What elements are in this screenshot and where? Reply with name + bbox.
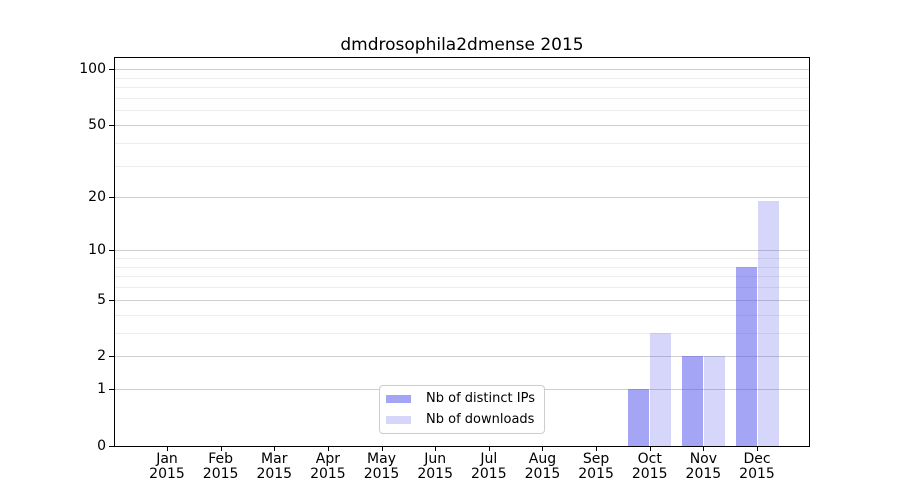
x-tick-year: 2015 — [202, 466, 239, 482]
x-tick-year: 2015 — [310, 466, 346, 482]
bar-nov-downloads — [703, 356, 725, 446]
y-tick-label: 50 — [88, 117, 106, 134]
minor-gridline — [115, 87, 809, 89]
major-gridline — [115, 299, 809, 301]
x-tick-mark — [382, 447, 383, 451]
minor-gridline — [115, 276, 809, 278]
legend-label-downloads: Nb of downloads — [426, 412, 535, 427]
x-tick-month: Feb — [208, 451, 234, 467]
y-tick-label: 2 — [97, 348, 106, 365]
minor-gridline — [115, 165, 809, 167]
bar-dec-downloads — [757, 201, 779, 446]
x-tick-mark — [757, 447, 758, 451]
x-tick-label-aug: Aug 2015 — [510, 452, 574, 482]
minor-gridline — [115, 314, 809, 316]
y-tick-mark — [109, 125, 114, 126]
y-tick-mark — [109, 197, 114, 198]
x-tick-year: 2015 — [470, 466, 507, 482]
minor-gridline — [115, 332, 809, 334]
x-tick-mark — [435, 447, 436, 451]
minor-gridline — [115, 258, 809, 260]
x-tick-year: 2015 — [149, 466, 185, 482]
minor-gridline — [115, 287, 809, 289]
x-tick-month: Jan — [156, 451, 178, 467]
minor-gridline — [115, 142, 809, 144]
major-gridline — [115, 250, 809, 252]
x-tick-year: 2015 — [417, 466, 453, 482]
plot-area: Nb of distinct IPs Nb of downloads — [114, 57, 810, 447]
bar-oct-distinct-ips — [628, 389, 650, 446]
x-tick-month: Sep — [582, 451, 610, 467]
y-tick-label: 20 — [88, 189, 106, 206]
y-tick-label: 0 — [97, 438, 106, 454]
major-gridline — [115, 356, 809, 358]
x-tick-month: Aug — [528, 451, 557, 467]
x-tick-mark — [596, 447, 597, 451]
x-tick-label-may: May 2015 — [350, 452, 414, 482]
x-tick-label-sep: Sep 2015 — [564, 452, 628, 482]
major-gridline — [115, 125, 809, 127]
minor-gridline — [115, 77, 809, 79]
x-tick-label-dec: Dec 2015 — [725, 452, 789, 482]
y-tick-mark — [109, 446, 114, 447]
legend-item-distinct-ips: Nb of distinct IPs — [386, 392, 535, 406]
x-tick-month: Mar — [261, 451, 288, 467]
bar-oct-downloads — [650, 332, 672, 446]
major-gridline — [115, 197, 809, 199]
x-tick-mark — [650, 447, 651, 451]
x-tick-month: Jun — [424, 451, 447, 467]
x-tick-label-apr: Apr 2015 — [296, 452, 360, 482]
legend-swatch-downloads — [386, 416, 412, 424]
major-gridline — [115, 69, 809, 71]
x-tick-year: 2015 — [631, 466, 668, 482]
minor-gridline — [115, 266, 809, 268]
x-tick-mark — [274, 447, 275, 451]
legend-item-downloads: Nb of downloads — [386, 413, 535, 427]
x-tick-year: 2015 — [524, 466, 561, 482]
x-tick-mark — [542, 447, 543, 451]
legend: Nb of distinct IPs Nb of downloads — [379, 385, 545, 434]
x-tick-year: 2015 — [578, 466, 614, 482]
x-tick-month: Oct — [637, 451, 662, 467]
x-tick-year: 2015 — [256, 466, 293, 482]
y-tick-mark — [109, 300, 114, 301]
minor-gridline — [115, 110, 809, 112]
legend-label-distinct-ips: Nb of distinct IPs — [426, 391, 535, 406]
bar-nov-distinct-ips — [681, 356, 703, 446]
legend-swatch-distinct-ips — [386, 395, 412, 403]
x-tick-mark — [703, 447, 704, 451]
x-tick-month: Dec — [743, 451, 771, 467]
y-tick-mark — [109, 356, 114, 357]
chart-title: dmdrosophila2dmense 2015 — [340, 35, 584, 55]
x-tick-label-jul: Jul 2015 — [457, 452, 521, 482]
x-tick-month: Jul — [480, 451, 498, 467]
y-tick-mark — [109, 69, 114, 70]
x-tick-month: Nov — [689, 451, 718, 467]
x-tick-label-oct: Oct 2015 — [618, 452, 682, 482]
y-tick-label: 100 — [79, 61, 106, 78]
x-tick-label-mar: Mar 2015 — [242, 452, 306, 482]
y-tick-mark — [109, 389, 114, 390]
x-tick-label-jun: Jun 2015 — [403, 452, 467, 482]
x-tick-year: 2015 — [739, 466, 775, 482]
x-tick-label-jan: Jan 2015 — [135, 452, 199, 482]
x-tick-month: Apr — [315, 451, 341, 467]
x-tick-mark — [221, 447, 222, 451]
x-tick-label-feb: Feb 2015 — [189, 452, 253, 482]
x-tick-month: May — [367, 451, 396, 467]
minor-gridline — [115, 98, 809, 100]
y-tick-label: 10 — [88, 242, 106, 259]
x-tick-mark — [489, 447, 490, 451]
y-tick-mark — [109, 250, 114, 251]
y-tick-label: 5 — [97, 291, 106, 308]
x-tick-year: 2015 — [363, 466, 400, 482]
x-tick-year: 2015 — [685, 466, 722, 482]
y-tick-label: 1 — [97, 381, 106, 398]
x-tick-mark — [167, 447, 168, 451]
bar-dec-distinct-ips — [735, 266, 757, 446]
x-tick-label-nov: Nov 2015 — [671, 452, 735, 482]
x-tick-mark — [328, 447, 329, 451]
